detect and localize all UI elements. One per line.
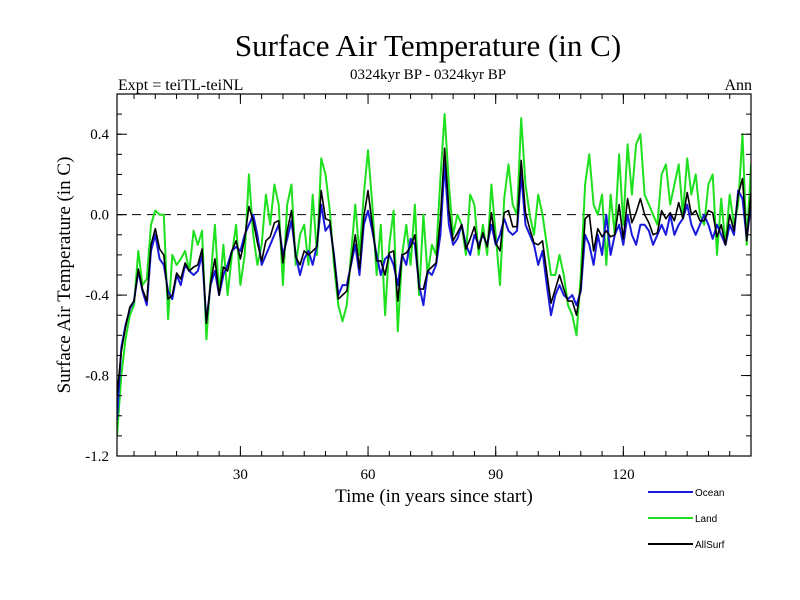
experiment-label: Expt = teiTL-teiNL (118, 77, 243, 94)
legend-label-land: Land (695, 514, 717, 525)
series-line-allsurf (117, 147, 751, 396)
period-label: 0324kyr BP - 0324kyr BP (350, 67, 506, 83)
series-line-land (117, 113, 751, 436)
legend-label-allsurf: AllSurf (695, 540, 725, 551)
y-tick-label: -0.4 (85, 288, 109, 304)
y-tick-label: 0.0 (90, 208, 109, 224)
y-tick-label: -0.8 (85, 369, 109, 385)
x-axis-label: Time (in years since start) (335, 486, 533, 507)
x-tick-label: 60 (361, 467, 376, 483)
y-axis-label: Surface Air Temperature (in C) (54, 157, 75, 394)
series-line-ocean (117, 163, 751, 420)
chart-title: Surface Air Temperature (in C) (235, 28, 621, 63)
season-label: Ann (724, 77, 752, 94)
x-tick-label: 30 (233, 467, 248, 483)
x-tick-label: 120 (612, 467, 635, 483)
legend-label-ocean: Ocean (695, 488, 724, 499)
x-tick-label: 90 (488, 467, 503, 483)
y-tick-label: -1.2 (85, 449, 109, 465)
y-tick-label: 0.4 (90, 127, 109, 143)
legend: Ocean Land AllSurf (648, 488, 725, 551)
